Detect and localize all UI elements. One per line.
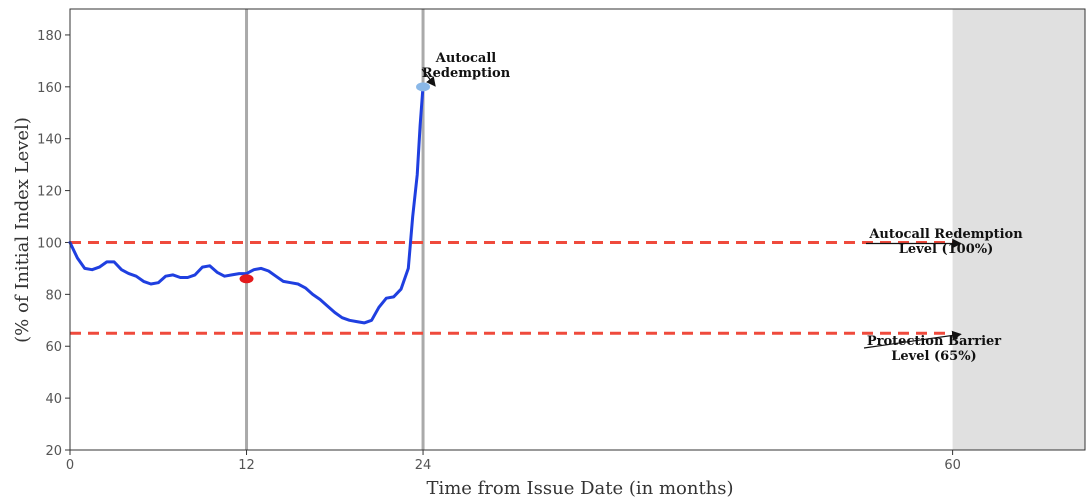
y-axis-title: (% of Initial Index Level) bbox=[12, 117, 33, 343]
annotation-text: Level (65%) bbox=[891, 349, 976, 364]
y-axis-ticks: 20 40 60 80 100 120 140 160 180 bbox=[37, 29, 70, 459]
future-shaded-region bbox=[952, 9, 1085, 450]
y-tick-label: 140 bbox=[37, 133, 62, 148]
x-axis-title: Time from Issue Date (in months) bbox=[426, 478, 733, 497]
annotation-text: Autocall bbox=[435, 51, 496, 66]
annotation-text: Protection Barrier bbox=[867, 334, 1001, 349]
x-tick-label: 60 bbox=[944, 458, 961, 473]
plot-frame bbox=[69, 8, 1086, 451]
event-marker bbox=[416, 82, 431, 92]
horizontal-level-lines bbox=[70, 240, 953, 335]
y-tick-label: 120 bbox=[37, 185, 62, 200]
y-tick-label: 180 bbox=[37, 29, 62, 44]
y-tick-label: 100 bbox=[37, 236, 62, 251]
annotation-arrow bbox=[421, 68, 436, 87]
vertical-reference-lines bbox=[245, 9, 425, 450]
x-tick-label: 0 bbox=[66, 458, 74, 473]
y-tick-label: 160 bbox=[37, 81, 62, 96]
event-markers bbox=[239, 82, 431, 284]
y-tick-label: 80 bbox=[45, 288, 62, 303]
annotation-text: Autocall Redemption bbox=[868, 227, 1023, 242]
x-tick-label: 12 bbox=[238, 458, 255, 473]
annotation-arrow bbox=[863, 330, 962, 349]
x-axis-ticks: 0 12 24 60 bbox=[66, 450, 961, 473]
annotation-text: Level (100%) bbox=[899, 242, 994, 257]
y-tick-label: 60 bbox=[45, 340, 62, 355]
index-level-line bbox=[68, 85, 425, 325]
y-tick-label: 20 bbox=[45, 444, 62, 459]
annotation-text: Redemption bbox=[422, 66, 511, 81]
y-tick-label: 40 bbox=[45, 392, 62, 407]
event-marker bbox=[239, 274, 254, 284]
x-tick-label: 24 bbox=[415, 458, 432, 473]
